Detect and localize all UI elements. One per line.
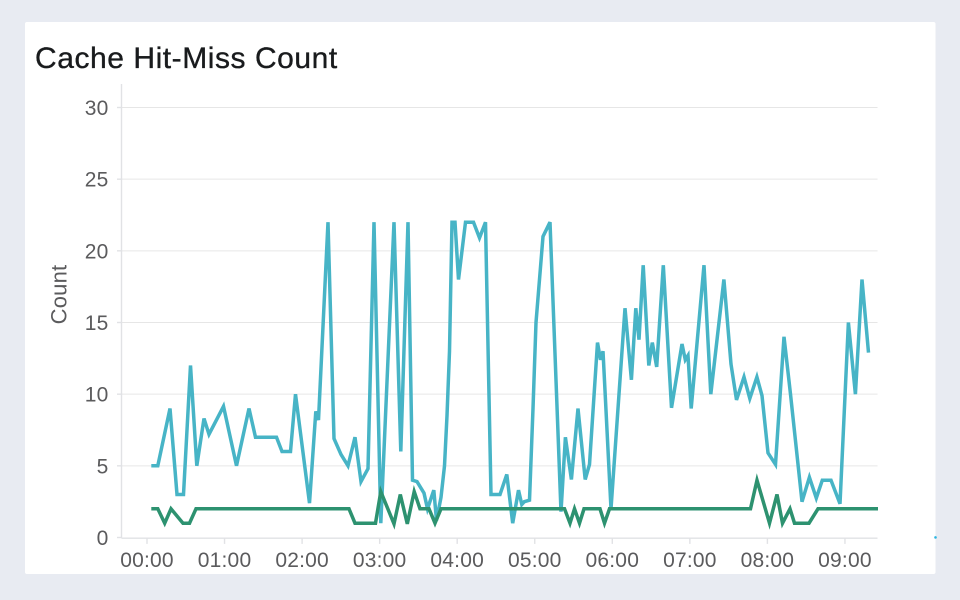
svg-text:30: 30 bbox=[85, 97, 109, 120]
svg-text:15: 15 bbox=[85, 312, 109, 335]
svg-text:05:00: 05:00 bbox=[508, 549, 562, 572]
svg-text:02:00: 02:00 bbox=[275, 549, 329, 572]
svg-text:Count: Count bbox=[47, 265, 72, 325]
svg-text:06:00: 06:00 bbox=[586, 549, 640, 572]
svg-text:25: 25 bbox=[85, 169, 109, 192]
svg-text:5: 5 bbox=[97, 455, 109, 478]
svg-text:Cache Hit-Miss Count: Cache Hit-Miss Count bbox=[35, 42, 338, 75]
svg-text:20: 20 bbox=[85, 240, 109, 263]
svg-text:07:00: 07:00 bbox=[663, 549, 717, 572]
svg-text:10: 10 bbox=[85, 384, 109, 407]
svg-text:08:00: 08:00 bbox=[741, 549, 795, 572]
svg-text:03:00: 03:00 bbox=[353, 549, 407, 572]
svg-text:09:00: 09:00 bbox=[818, 549, 872, 572]
svg-text:00:00: 00:00 bbox=[120, 549, 174, 572]
svg-text:0: 0 bbox=[97, 527, 109, 550]
svg-text:04:00: 04:00 bbox=[430, 549, 484, 572]
svg-text:01:00: 01:00 bbox=[198, 549, 252, 572]
